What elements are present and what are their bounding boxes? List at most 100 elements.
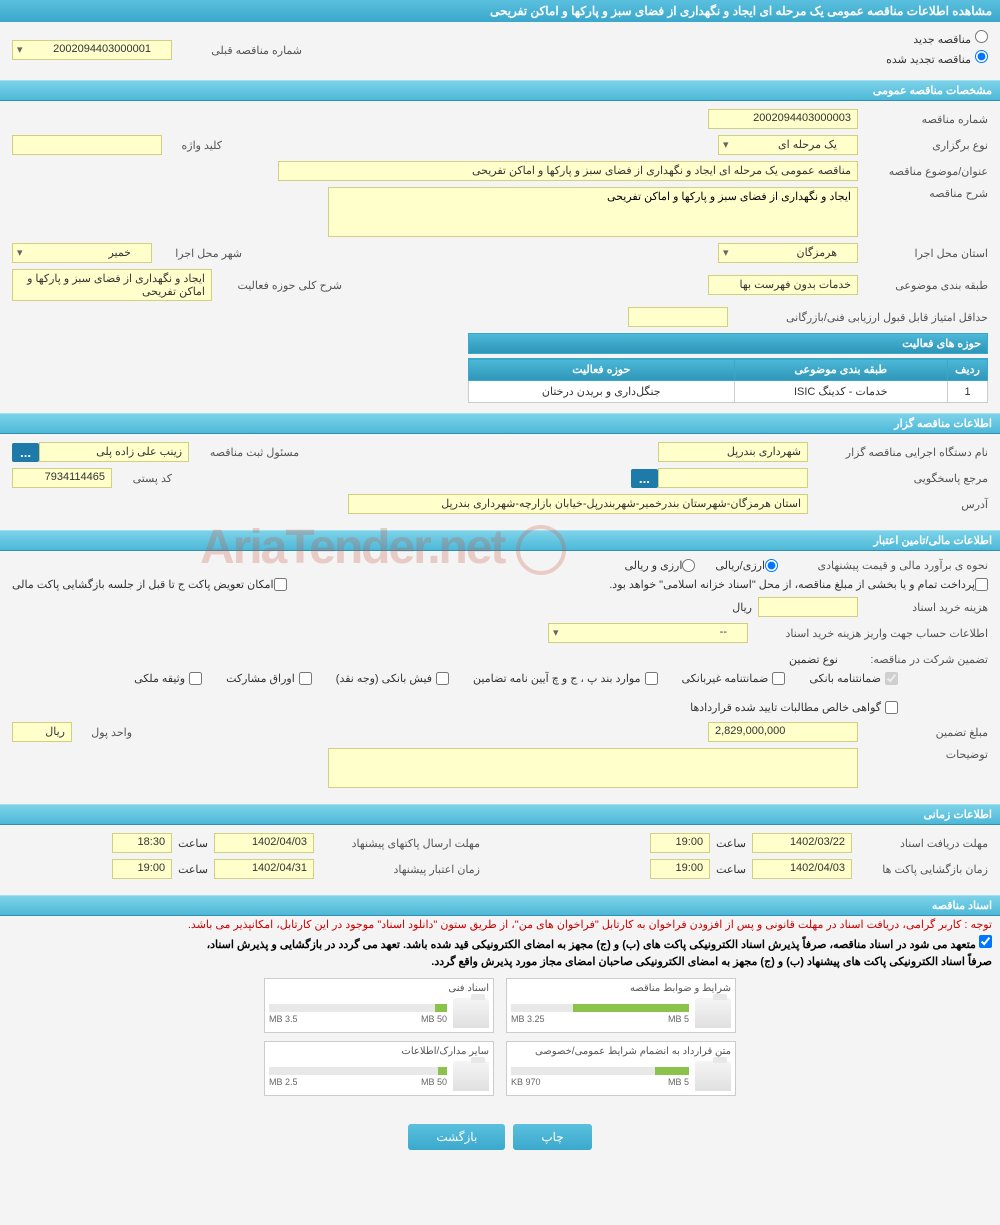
- file-title-1: اسناد فنی: [269, 983, 489, 994]
- subject-label: عنوان/موضوع مناقصه: [858, 165, 988, 178]
- cb-bank-guarantee: [885, 672, 898, 685]
- province-select[interactable]: هرمزگان: [718, 243, 858, 263]
- cb-commit[interactable]: [979, 935, 992, 948]
- cell-cat: خدمات - کدینگ ISIC: [734, 381, 947, 403]
- file-cap-0: 5 MB: [668, 1014, 689, 1024]
- cb2-label: ضمانتنامه غیربانکی: [682, 672, 769, 685]
- scope-value: ایجاد و نگهداری از فضای سبز و پارکها و ا…: [12, 269, 212, 301]
- open-time: 19:00: [650, 859, 710, 879]
- cb-regulation[interactable]: [645, 672, 658, 685]
- cb-property[interactable]: [189, 672, 202, 685]
- guarantee-label: تضمین شرکت در مناقصه:: [838, 653, 988, 666]
- city-select[interactable]: خمیر: [12, 243, 152, 263]
- exec-value: شهرداری بندرپل: [658, 442, 808, 462]
- province-value: هرمزگان: [797, 247, 838, 259]
- address-value: استان هرمزگان-شهرستان بندرخمیر-شهربندرپل…: [348, 494, 808, 514]
- file-title-0: شرایط و ضوابط مناقصه: [511, 983, 731, 994]
- table-row: 1 خدمات - کدینگ ISIC جنگل‌داری و بریدن د…: [469, 381, 988, 403]
- doc-deadline-time: 19:00: [650, 833, 710, 853]
- ref-lookup-button[interactable]: ...: [631, 469, 658, 488]
- doccost-label: هزینه خرید اسناد: [858, 601, 988, 614]
- folder-icon: [695, 1061, 731, 1091]
- radio-new-tender[interactable]: [975, 30, 988, 43]
- type-select[interactable]: یک مرحله ای: [718, 135, 858, 155]
- ref-value: [658, 468, 808, 488]
- cb3-label: موارد بند پ ، ج و چ آیین نامه تضامین: [473, 672, 640, 685]
- file-used-1: 3.5 MB: [269, 1014, 298, 1024]
- cell-n: 1: [948, 381, 988, 403]
- unit-label: واحد پول: [72, 726, 132, 739]
- radio-fx[interactable]: [765, 559, 778, 572]
- time-label2: ساعت: [178, 837, 208, 850]
- ref-label: مرجع پاسخگویی: [808, 472, 988, 485]
- time-label4: ساعت: [178, 863, 208, 876]
- type-label: نوع برگزاری: [858, 139, 988, 152]
- cb1-label: ضمانتنامه بانکی: [809, 672, 881, 685]
- radio-renewed-tender[interactable]: [975, 50, 988, 63]
- file-cap-3: 50 MB: [421, 1077, 447, 1087]
- file-title-2: متن قرارداد به انضمام شرایط عمومی/خصوصی: [511, 1046, 731, 1057]
- radio-rial[interactable]: [682, 559, 695, 572]
- prev-number-label: شماره مناقصه قبلی: [172, 44, 302, 57]
- cb-cash[interactable]: [436, 672, 449, 685]
- keyword-input[interactable]: [12, 135, 162, 155]
- cb-replace-note[interactable]: [274, 578, 287, 591]
- file-box-1[interactable]: اسناد فنی 50 MB3.5 MB: [264, 978, 494, 1033]
- print-button[interactable]: چاپ: [513, 1124, 591, 1150]
- radio-renewed-label: مناقصه تجدید شده: [886, 54, 971, 66]
- validity-time: 19:00: [112, 859, 172, 879]
- radio-rial-label: ارزی و ریالی: [624, 559, 682, 572]
- amount-value: 2,829,000,000: [708, 722, 858, 742]
- open-label: زمان بازگشایی پاکت ها: [858, 863, 988, 876]
- file-cap-2: 5 MB: [668, 1077, 689, 1087]
- commit-text2: صرفاً اسناد الکترونیکی پاکت های پیشنهاد …: [0, 953, 1000, 970]
- number-value: 2002094403000003: [708, 109, 858, 129]
- desc-textarea: [328, 187, 858, 237]
- minscore-value: [628, 307, 728, 327]
- folder-icon: [453, 1061, 489, 1091]
- postal-value: 7934114465: [12, 468, 112, 488]
- category-label: طبقه بندی موضوعی: [858, 279, 988, 292]
- regofficer-label: مسئول ثبت مناقصه: [189, 446, 299, 459]
- file-title-3: سایر مدارک/اطلاعات: [269, 1046, 489, 1057]
- account-select[interactable]: --: [548, 623, 748, 643]
- col-scope: حوزه فعالیت: [469, 359, 735, 381]
- folder-icon: [453, 998, 489, 1028]
- section-documents: اسناد مناقصه: [0, 895, 1000, 916]
- type-value: یک مرحله ای: [778, 139, 837, 151]
- back-button[interactable]: بازگشت: [408, 1124, 505, 1150]
- cb5-label: اوراق مشارکت: [226, 672, 295, 685]
- cb-payment-note[interactable]: [975, 578, 988, 591]
- subject-value: مناقصه عمومی یک مرحله ای ایجاد و نگهداری…: [278, 161, 858, 181]
- file-box-0[interactable]: شرایط و ضوابط مناقصه 5 MB 3.25 MB: [506, 978, 736, 1033]
- prev-number-select[interactable]: 2002094403000001: [12, 40, 172, 60]
- section-organizer: اطلاعات مناقصه گزار: [0, 413, 1000, 434]
- activity-table-header: حوزه های فعالیت: [468, 333, 988, 354]
- unit-value: ریال: [12, 722, 72, 742]
- account-label: اطلاعات حساب جهت واریز هزینه خرید اسناد: [748, 627, 988, 640]
- file-used-0: 3.25 MB: [511, 1014, 545, 1024]
- open-date: 1402/04/03: [752, 859, 852, 879]
- cb-bonds[interactable]: [299, 672, 312, 685]
- file-box-3[interactable]: سایر مدارک/اطلاعات 50 MB2.5 MB: [264, 1041, 494, 1096]
- cb6-label: وثیقه ملکی: [134, 672, 185, 685]
- envelope-deadline-label: مهلت ارسال پاکتهای پیشنهاد: [320, 837, 480, 850]
- city-label: شهر محل اجرا: [152, 247, 242, 260]
- warning-text: توجه : کاربر گرامی، دریافت اسناد در مهلت…: [0, 916, 1000, 933]
- col-row: ردیف: [948, 359, 988, 381]
- cb-receivables[interactable]: [885, 701, 898, 714]
- notes-label: توضیحات: [858, 748, 988, 761]
- rial-label: ریال: [726, 601, 758, 614]
- regofficer-lookup-button[interactable]: ...: [12, 443, 39, 462]
- doccost-value[interactable]: [758, 597, 858, 617]
- cb-nonbank[interactable]: [772, 672, 785, 685]
- notes-textarea[interactable]: [328, 748, 858, 788]
- cell-scope: جنگل‌داری و بریدن درختان: [469, 381, 735, 403]
- payment-note: پرداخت تمام و یا بخشی از مبلغ مناقصه، از…: [609, 578, 975, 591]
- activity-table: ردیف طبقه بندی موضوعی حوزه فعالیت 1 خدما…: [468, 358, 988, 403]
- scope-label: شرح کلی حوزه فعالیت: [212, 279, 342, 292]
- validity-label: زمان اعتبار پیشنهاد: [320, 863, 480, 876]
- regofficer-value: زینب علی زاده پلی: [39, 442, 189, 462]
- file-box-2[interactable]: متن قرارداد به انضمام شرایط عمومی/خصوصی …: [506, 1041, 736, 1096]
- section-general: مشخصات مناقصه عمومی: [0, 80, 1000, 101]
